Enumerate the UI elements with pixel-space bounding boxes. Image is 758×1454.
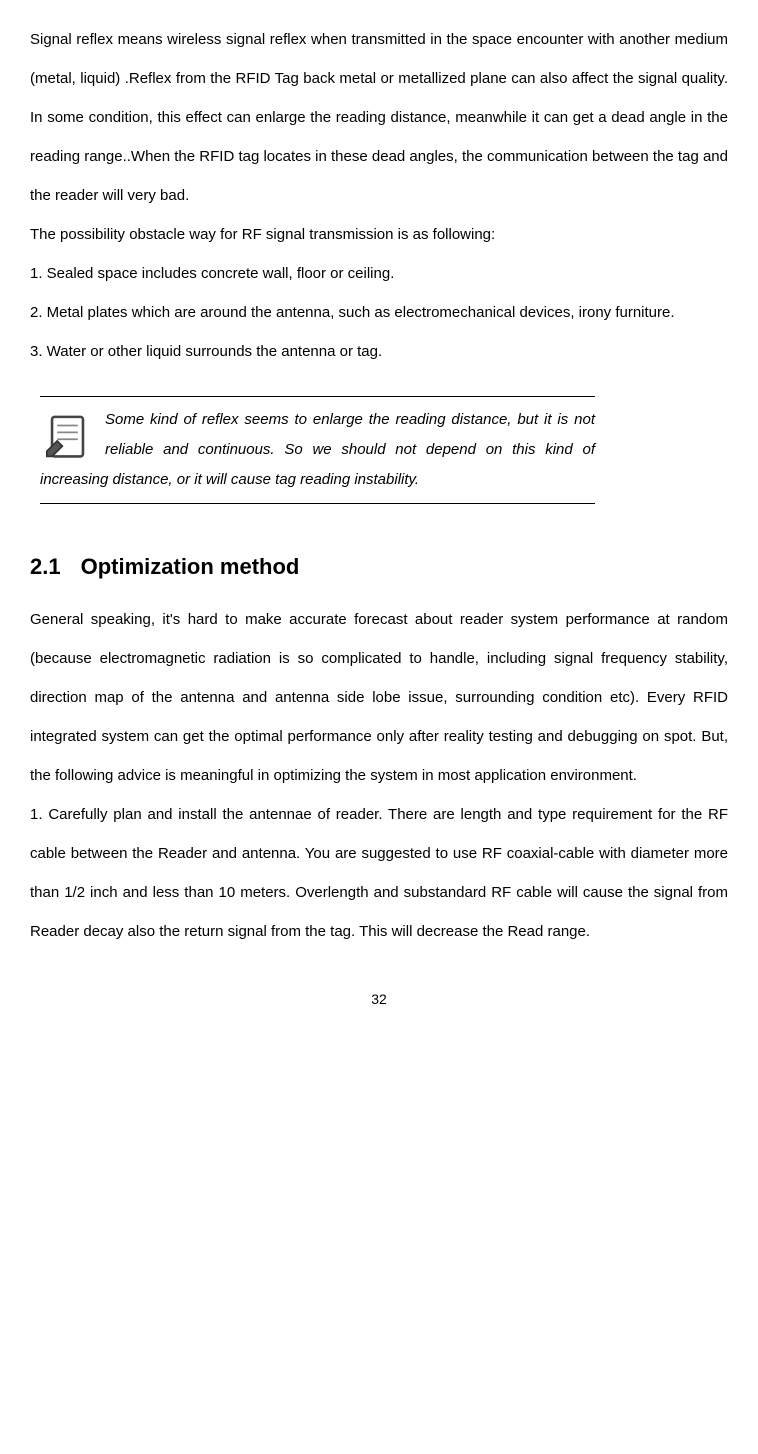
section-number: 2.1 (30, 554, 61, 580)
section-title: Optimization method (81, 554, 300, 579)
intro-lead: The possibility obstacle way for RF sign… (30, 215, 728, 254)
intro-paragraph: Signal reflex means wireless signal refl… (30, 20, 728, 215)
section-para-2: 1. Carefully plan and install the antenn… (30, 795, 728, 951)
section-para-1: General speaking, it's hard to make accu… (30, 600, 728, 795)
note-box: Some kind of reflex seems to enlarge the… (40, 396, 595, 504)
section-heading: 2.1 Optimization method (30, 554, 728, 580)
note-text: Some kind of reflex seems to enlarge the… (40, 405, 595, 495)
obstacle-item-2: 2. Metal plates which are around the ant… (30, 293, 728, 332)
note-icon (40, 410, 95, 465)
page-number: 32 (30, 991, 728, 1007)
obstacle-item-3: 3. Water or other liquid surrounds the a… (30, 332, 728, 371)
document-page: Signal reflex means wireless signal refl… (0, 0, 758, 1047)
obstacle-item-1: 1. Sealed space includes concrete wall, … (30, 254, 728, 293)
